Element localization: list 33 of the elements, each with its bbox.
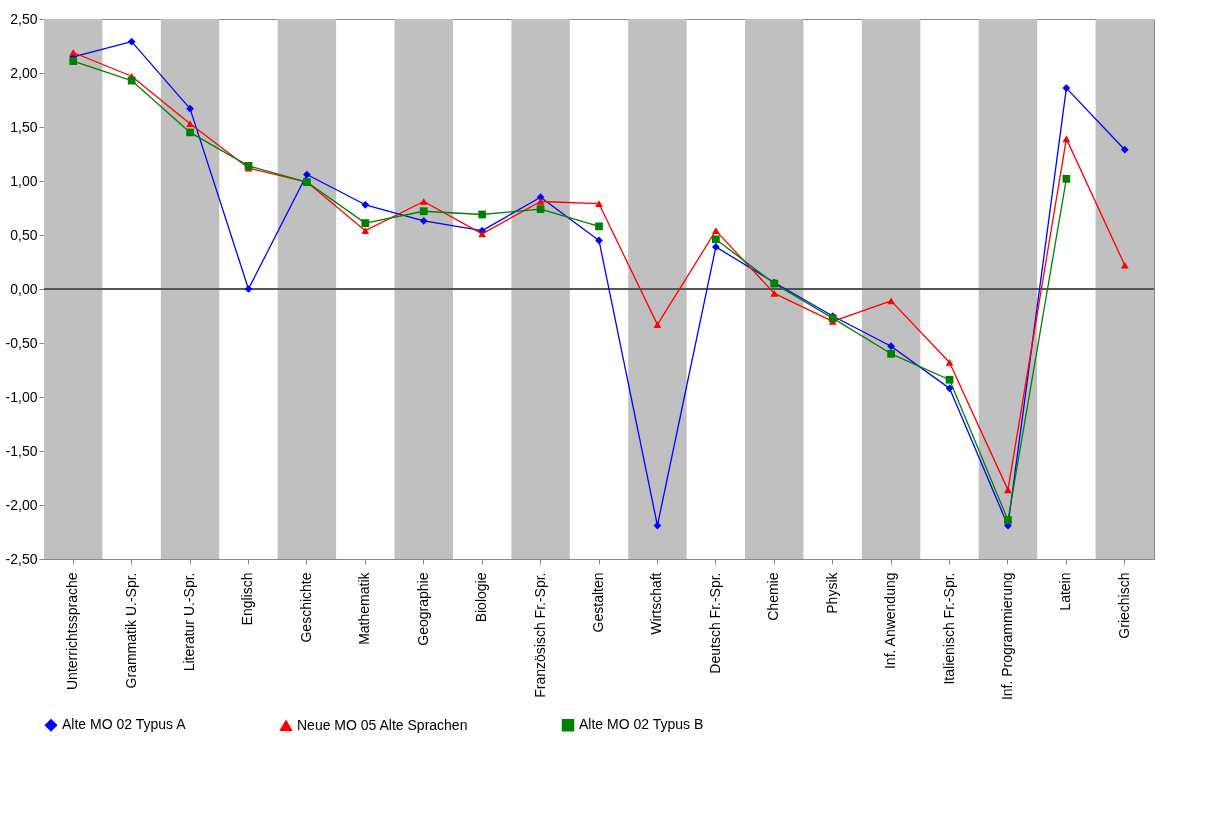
y-tick-label: 0,00 [10, 280, 38, 297]
y-tick-label: 2,00 [10, 64, 38, 81]
y-tick-label: -0,50 [5, 334, 38, 351]
y-tick-label: 2,50 [10, 10, 38, 27]
x-tick-label: Französisch Fr.-Spr. [531, 572, 548, 698]
legend-label: Alte MO 02 Typus A [62, 716, 187, 733]
y-tick-label: 1,50 [10, 118, 38, 135]
x-tick-label: Deutsch Fr.-Spr. [706, 572, 723, 674]
y-tick-label: 1,00 [10, 172, 38, 189]
x-tick-label: Italienisch Fr.-Spr. [940, 572, 957, 685]
x-tick-label: Latein [1057, 572, 1074, 611]
x-tick-label: Wirtschaft [648, 572, 665, 635]
y-tick-label: -1,00 [5, 388, 38, 405]
legend-label: Neue MO 05 Alte Sprachen [297, 716, 468, 733]
x-tick-label: Grammatik U.-Spr. [122, 572, 139, 689]
y-tick-label: 0,50 [10, 226, 38, 243]
x-tick-label: Chemie [765, 572, 782, 621]
x-tick-label: Englisch [239, 572, 256, 626]
x-tick-label: Geographie [414, 572, 431, 646]
y-tick-label: -2,00 [5, 496, 38, 513]
x-tick-label: Gestalten [590, 572, 606, 633]
x-tick-label: Literatur U.-Spr. [181, 572, 198, 672]
x-tick-label: Unterrichtssprache [64, 572, 81, 690]
y-tick-label: -1,50 [5, 442, 38, 459]
x-tick-label: Griechisch [1115, 572, 1132, 639]
y-tick-label: -2,50 [5, 550, 38, 567]
legend-label: Alte MO 02 Typus B [579, 716, 704, 733]
x-tick-label: Physik [823, 571, 840, 614]
x-tick-label: Geschichte [297, 572, 314, 643]
x-tick-label: Inf. Anwendung [882, 572, 899, 670]
x-tick-label: Mathematik [356, 571, 373, 645]
x-tick-label: Inf. Programmierung [998, 572, 1015, 701]
x-tick-label: Biologie [473, 572, 490, 623]
